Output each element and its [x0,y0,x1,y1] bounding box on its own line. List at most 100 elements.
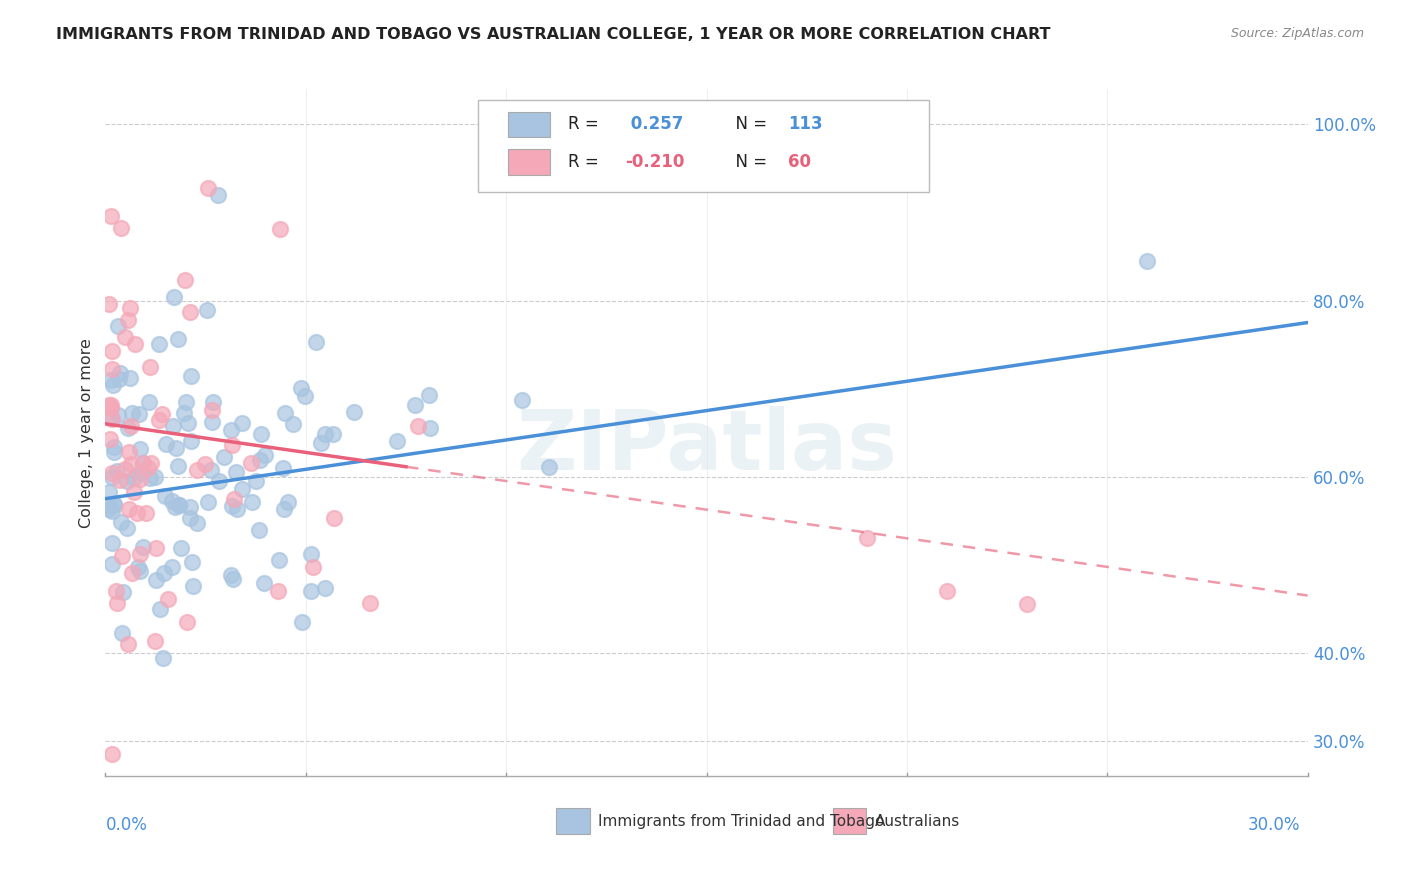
Point [117,637,139,651]
Point [231,416,253,430]
Point [129,442,152,456]
Point [176,615,198,629]
Point [162,290,184,304]
Text: N =: N = [724,153,772,171]
Point [150,407,173,421]
Point [128,407,150,421]
Point [129,564,152,578]
Text: Australians: Australians [875,814,960,829]
Point [537,460,560,475]
Point [418,387,440,401]
Point [100,398,122,412]
Point [139,456,162,470]
Text: R =: R = [568,115,605,134]
Point [269,221,291,235]
Point [101,378,124,392]
Point [105,464,128,478]
Point [302,559,325,574]
Point [162,494,184,508]
Point [200,463,222,477]
Point [160,560,183,574]
Point [108,473,131,487]
Point [118,502,141,516]
Point [179,510,201,524]
Point [153,566,176,580]
Point [138,395,160,409]
Point [105,597,128,611]
Point [219,567,242,582]
Point [170,541,193,556]
Point [111,549,134,563]
Point [121,406,143,420]
Point [103,498,125,512]
Point [101,536,124,550]
Point [100,209,122,223]
Point [177,417,200,431]
Point [117,420,139,434]
Point [163,500,186,515]
Text: Immigrants from Trinidad and Tobago: Immigrants from Trinidad and Tobago [599,814,884,829]
Point [180,434,202,449]
Point [174,273,197,287]
Point [120,419,142,434]
Point [139,360,162,375]
Point [98,297,121,311]
Point [145,573,167,587]
Point [132,456,155,470]
Text: 113: 113 [789,115,823,134]
Point [101,747,124,761]
Point [117,313,139,327]
Point [200,403,222,417]
Point [291,615,314,629]
Point [98,498,121,512]
Point [221,423,243,437]
Point [202,395,225,409]
Point [165,441,187,455]
Point [299,583,322,598]
Point [186,516,208,530]
Point [156,591,179,606]
Point [101,558,124,572]
Point [149,601,172,615]
Point [167,498,190,512]
Point [135,506,157,520]
Point [221,437,243,451]
Point [127,506,149,520]
Point [207,187,229,202]
Point [114,462,136,476]
Point [226,501,249,516]
Point [936,584,959,599]
Text: Source: ZipAtlas.com: Source: ZipAtlas.com [1230,27,1364,40]
FancyBboxPatch shape [832,808,866,834]
Point [179,500,201,514]
Text: 0.257: 0.257 [624,115,683,134]
Point [225,466,247,480]
Point [162,418,184,433]
Text: IMMIGRANTS FROM TRINIDAD AND TOBAGO VS AUSTRALIAN COLLEGE, 1 YEAR OR MORE CORREL: IMMIGRANTS FROM TRINIDAD AND TOBAGO VS A… [56,27,1050,42]
Point [129,465,152,479]
Point [107,319,129,334]
Point [100,374,122,388]
Point [180,368,202,383]
Point [120,371,142,385]
Point [309,436,332,450]
Point [314,426,336,441]
Point [103,444,125,458]
Point [304,335,326,350]
Point [117,474,139,488]
Point [207,474,229,488]
Point [111,585,134,599]
Text: R =: R = [568,153,605,171]
Point [100,411,122,425]
Point [118,445,141,459]
Point [145,541,167,556]
Point [224,492,246,507]
Point [98,432,121,446]
Point [139,470,162,484]
Point [173,406,195,420]
Text: ZIPatlas: ZIPatlas [516,406,897,487]
Point [249,453,271,467]
Point [273,406,295,420]
Point [120,457,142,471]
Point [118,301,141,316]
